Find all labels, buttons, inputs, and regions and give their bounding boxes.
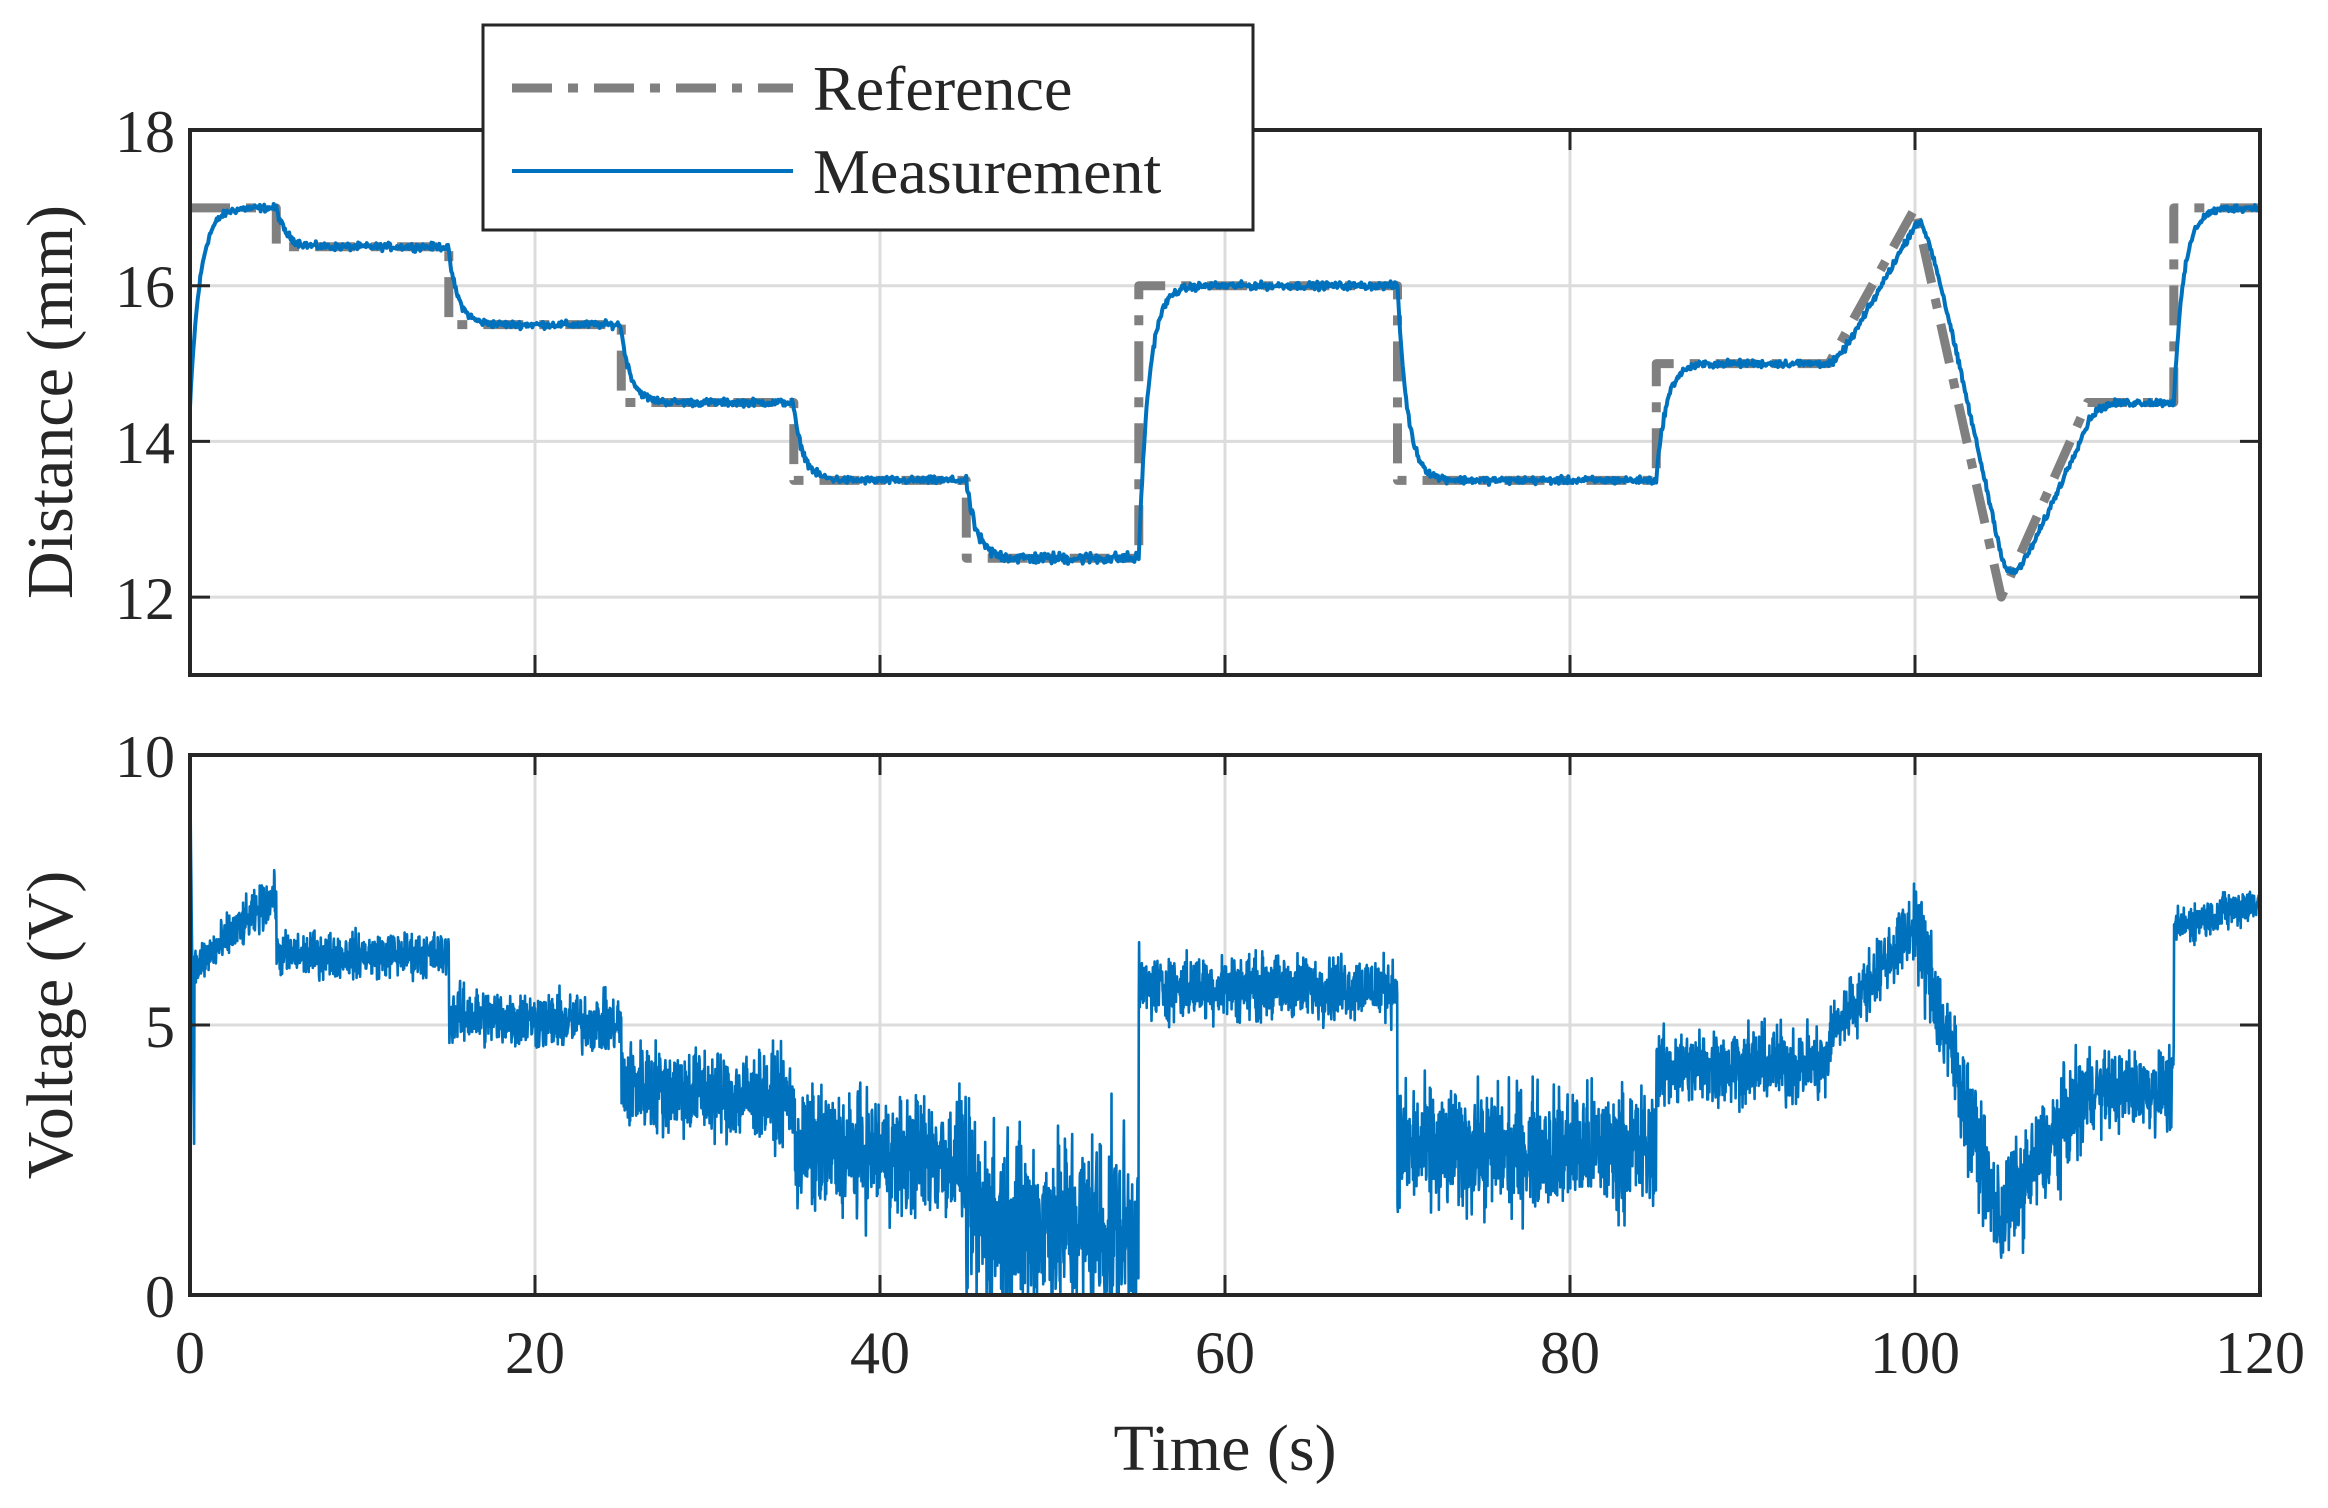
- xtick-label: 100: [1870, 1320, 1960, 1386]
- legend-measurement-label: Measurement: [813, 136, 1162, 207]
- legend-box: [481, 23, 1255, 232]
- bottom-ytick-label: 5: [145, 994, 175, 1060]
- bottom-ylabel: Voltage (V): [14, 871, 87, 1180]
- bottom-panel: 0 5 10 0 20 40 60 80 100 120 Voltage (V)…: [14, 724, 2305, 1485]
- xlabel: Time (s): [1113, 1412, 1336, 1485]
- xtick-label: 20: [505, 1320, 565, 1386]
- legend-reference-label: Reference: [813, 53, 1072, 124]
- top-ytick-label: 12: [115, 566, 175, 632]
- measurement-line: [188, 202, 2262, 576]
- bottom-grid: [190, 755, 2260, 1295]
- top-ytick-label: 18: [115, 99, 175, 165]
- legend: Reference Measurement: [481, 23, 1255, 232]
- bottom-ticks: [188, 753, 2262, 1297]
- xtick-label: 40: [850, 1320, 910, 1386]
- bottom-ytick-labels: 0 5 10: [115, 724, 175, 1330]
- xtick-label: 80: [1540, 1320, 1600, 1386]
- bottom-xtick-labels: 0 20 40 60 80 100 120: [175, 1320, 2305, 1386]
- reference-line: [190, 203, 2260, 602]
- top-reference-line-group: [190, 203, 2260, 602]
- top-ytick-labels: 12 14 16 18: [115, 99, 175, 632]
- bottom-ytick-label: 10: [115, 724, 175, 790]
- top-ytick-label: 14: [115, 410, 175, 476]
- top-measurement-line-group: [188, 202, 2262, 576]
- top-ytick-label: 16: [115, 254, 175, 320]
- xtick-label: 0: [175, 1320, 205, 1386]
- xtick-label: 120: [2215, 1320, 2305, 1386]
- bottom-ytick-label: 0: [145, 1264, 175, 1330]
- xtick-label: 60: [1195, 1320, 1255, 1386]
- voltage-line: [188, 754, 2262, 1297]
- bottom-voltage-line-group: [188, 754, 2262, 1297]
- top-ylabel: Distance (mm): [14, 205, 87, 599]
